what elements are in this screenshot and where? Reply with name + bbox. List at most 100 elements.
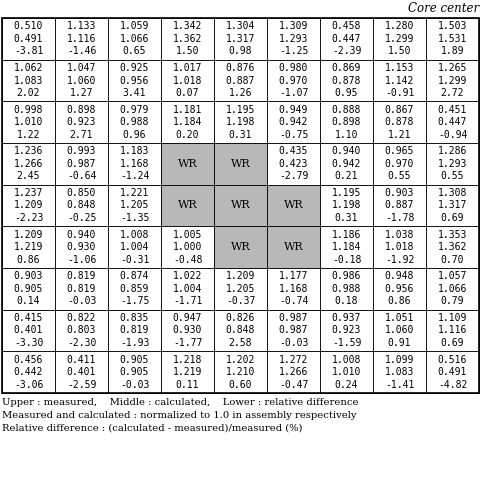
Text: 0.803: 0.803	[67, 326, 96, 336]
Text: 0.878: 0.878	[384, 117, 413, 127]
Text: 0.948: 0.948	[384, 272, 413, 281]
Text: 0.819: 0.819	[120, 326, 149, 336]
Text: 0.822: 0.822	[67, 313, 96, 323]
Text: 1.209: 1.209	[14, 230, 43, 239]
Text: 1.210: 1.210	[225, 367, 255, 377]
Bar	[266, 102, 319, 143]
Bar	[214, 18, 266, 59]
Text: 1.205: 1.205	[225, 284, 255, 294]
Text: 1.266: 1.266	[278, 367, 308, 377]
Text: 1.183: 1.183	[120, 146, 149, 156]
Text: 1.304: 1.304	[225, 22, 255, 32]
Bar	[2, 60, 55, 102]
Bar	[266, 352, 319, 393]
Bar	[425, 226, 478, 268]
Bar	[266, 184, 319, 226]
Text: 1.265: 1.265	[437, 63, 466, 73]
Text: 1.047: 1.047	[67, 63, 96, 73]
Text: 1.317: 1.317	[225, 34, 255, 44]
Text: 0.07: 0.07	[175, 88, 199, 98]
Bar	[214, 310, 266, 352]
Text: 0.878: 0.878	[331, 76, 360, 86]
Text: 0.940: 0.940	[67, 230, 96, 239]
Text: -0.48: -0.48	[172, 254, 202, 264]
Text: 0.987: 0.987	[278, 313, 308, 323]
Text: Relative difference : (calculated - measured)/measured (%): Relative difference : (calculated - meas…	[2, 424, 302, 433]
Text: 0.55: 0.55	[440, 172, 463, 181]
Bar	[2, 268, 55, 310]
Text: 2.71: 2.71	[70, 130, 93, 140]
Text: 1.272: 1.272	[278, 354, 308, 364]
Bar	[214, 102, 266, 143]
Text: 0.888: 0.888	[331, 104, 360, 115]
Text: 0.69: 0.69	[440, 213, 463, 223]
Bar	[55, 226, 108, 268]
Text: 1.057: 1.057	[437, 272, 466, 281]
Text: 0.60: 0.60	[228, 380, 252, 390]
Text: 0.31: 0.31	[228, 130, 252, 140]
Bar	[425, 268, 478, 310]
Bar	[55, 268, 108, 310]
Bar	[266, 226, 319, 268]
Text: 1.221: 1.221	[120, 188, 149, 198]
Text: 1.209: 1.209	[225, 272, 255, 281]
Bar	[108, 60, 161, 102]
Text: 1.142: 1.142	[384, 76, 413, 86]
Bar	[372, 18, 425, 59]
Bar	[108, 352, 161, 393]
Text: 0.415: 0.415	[14, 313, 43, 323]
Bar	[55, 102, 108, 143]
Text: 1.50: 1.50	[387, 46, 410, 56]
Bar	[108, 143, 161, 184]
Bar	[161, 310, 214, 352]
Text: 1.005: 1.005	[172, 230, 202, 239]
Text: 0.20: 0.20	[175, 130, 199, 140]
Text: 1.000: 1.000	[172, 242, 202, 252]
Text: 0.826: 0.826	[225, 313, 255, 323]
Text: 1.051: 1.051	[384, 313, 413, 323]
Text: WR: WR	[283, 242, 303, 252]
Text: 0.401: 0.401	[67, 367, 96, 377]
Text: 0.14: 0.14	[17, 296, 40, 306]
Text: -0.25: -0.25	[67, 213, 96, 223]
Bar	[214, 352, 266, 393]
Text: 1.184: 1.184	[331, 242, 360, 252]
Text: 1.060: 1.060	[67, 76, 96, 86]
Text: 2.58: 2.58	[228, 338, 252, 348]
Bar	[372, 310, 425, 352]
Text: 1.099: 1.099	[384, 354, 413, 364]
Bar	[108, 268, 161, 310]
Text: 0.979: 0.979	[120, 104, 149, 115]
Text: 1.066: 1.066	[437, 284, 466, 294]
Text: -0.91: -0.91	[384, 88, 413, 98]
Text: 0.835: 0.835	[120, 313, 149, 323]
Text: 0.819: 0.819	[67, 284, 96, 294]
Bar	[2, 184, 55, 226]
Text: -0.03: -0.03	[278, 338, 308, 348]
Bar	[425, 18, 478, 59]
Text: 1.353: 1.353	[437, 230, 466, 239]
Text: 0.905: 0.905	[120, 367, 149, 377]
Text: 1.008: 1.008	[331, 354, 360, 364]
Text: 0.898: 0.898	[67, 104, 96, 115]
Bar	[425, 143, 478, 184]
Bar	[425, 352, 478, 393]
Text: 0.942: 0.942	[278, 117, 308, 127]
Bar	[425, 310, 478, 352]
Bar	[214, 226, 266, 268]
Text: WR: WR	[177, 159, 197, 169]
Text: 1.010: 1.010	[331, 367, 360, 377]
Text: 0.21: 0.21	[334, 172, 358, 181]
Bar	[319, 268, 372, 310]
Text: 0.876: 0.876	[225, 63, 255, 73]
Text: 2.02: 2.02	[17, 88, 40, 98]
Text: 1.116: 1.116	[437, 326, 466, 336]
Text: 1.293: 1.293	[437, 159, 466, 169]
Text: 0.949: 0.949	[278, 104, 308, 115]
Text: 0.947: 0.947	[172, 313, 202, 323]
Text: 0.859: 0.859	[120, 284, 149, 294]
Text: -1.25: -1.25	[278, 46, 308, 56]
Bar	[266, 60, 319, 102]
Text: 0.970: 0.970	[278, 76, 308, 86]
Text: 1.018: 1.018	[384, 242, 413, 252]
